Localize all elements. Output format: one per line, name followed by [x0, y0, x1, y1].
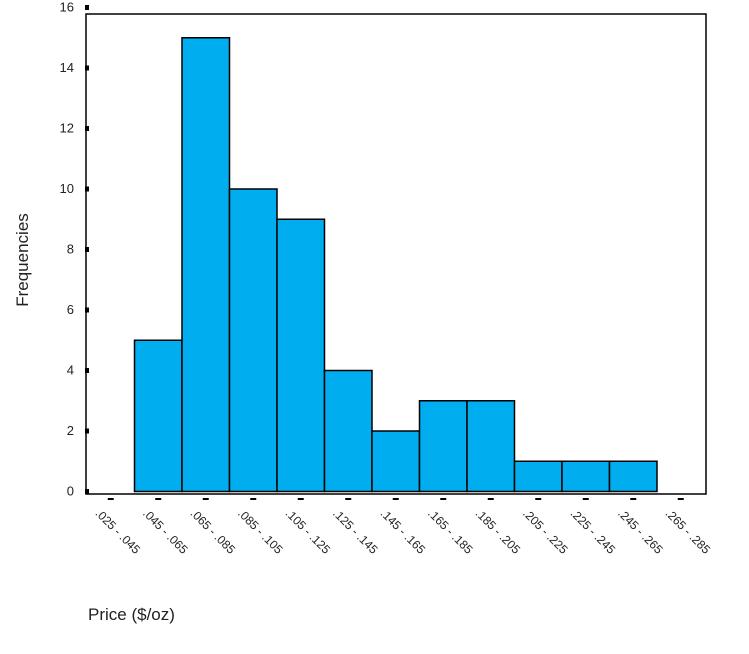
y-tick-mark — [85, 428, 89, 434]
x-axis-label: Price ($/oz) — [88, 605, 175, 624]
x-tick-mark — [630, 498, 637, 500]
x-axis-ticks: .025 - .045.045 - .065.065 - .085.085 - … — [93, 498, 714, 557]
bar — [561, 460, 611, 493]
x-tick-mark — [392, 498, 399, 500]
x-tick-label: .245 - .265 — [615, 506, 666, 557]
x-tick-mark — [345, 498, 352, 500]
y-axis-label: Frequencies — [13, 213, 32, 307]
x-tick-mark — [297, 498, 304, 500]
x-tick-mark — [535, 498, 542, 500]
y-axis-ticks: 0 2 4 6 8 10 12 14 16 — [60, 0, 89, 499]
y-tick-mark — [85, 489, 89, 494]
bar — [181, 37, 231, 493]
bar — [466, 400, 516, 493]
y-tick-mark — [85, 368, 89, 373]
x-tick-mark — [155, 498, 162, 500]
y-tick-mark — [85, 307, 89, 313]
y-tick-label: 2 — [67, 423, 74, 438]
x-tick-label: .205 - .225 — [520, 506, 571, 557]
x-tick-mark — [202, 498, 209, 500]
x-tick-label: .105 - .125 — [283, 506, 334, 557]
y-tick-mark — [85, 5, 89, 10]
y-tick-mark — [85, 65, 89, 71]
x-tick-mark — [107, 498, 114, 500]
y-tick-label: 6 — [67, 302, 74, 317]
x-tick-mark — [250, 498, 257, 500]
plot-frame — [85, 13, 707, 495]
bar — [323, 369, 373, 493]
x-tick-label: .165 - .185 — [425, 506, 476, 557]
x-tick-mark — [677, 498, 684, 500]
y-tick-label: 0 — [67, 484, 74, 499]
bar — [513, 460, 563, 493]
y-tick-mark — [85, 186, 89, 192]
x-tick-label: .145 - .165 — [378, 506, 429, 557]
bar — [371, 430, 421, 493]
x-tick-label: .185 - .205 — [473, 506, 524, 557]
y-tick-label: 12 — [60, 121, 74, 136]
x-tick-mark — [440, 498, 447, 500]
bar — [608, 460, 658, 493]
y-tick-mark — [85, 247, 89, 252]
x-tick-label: .025 - .045 — [93, 506, 144, 557]
x-tick-mark — [487, 498, 494, 500]
y-tick-label: 4 — [67, 363, 74, 378]
bar — [276, 218, 326, 493]
x-tick-mark — [582, 498, 589, 500]
x-tick-label: .065 - .085 — [188, 506, 239, 557]
x-tick-label: .225 - .245 — [568, 506, 619, 557]
x-tick-label: .125 - .145 — [330, 506, 381, 557]
y-tick-label: 8 — [67, 242, 74, 257]
bars-group — [133, 37, 658, 493]
x-tick-label: .045 - .065 — [140, 506, 191, 557]
y-tick-label: 10 — [60, 181, 74, 196]
y-tick-mark — [85, 126, 89, 131]
y-tick-label: 16 — [60, 0, 74, 15]
bar — [418, 400, 468, 493]
x-tick-label: .085 - .105 — [235, 506, 286, 557]
x-tick-label: .265 - .285 — [663, 506, 714, 557]
bar — [133, 339, 183, 493]
bar — [228, 188, 278, 493]
y-tick-label: 14 — [60, 60, 74, 75]
